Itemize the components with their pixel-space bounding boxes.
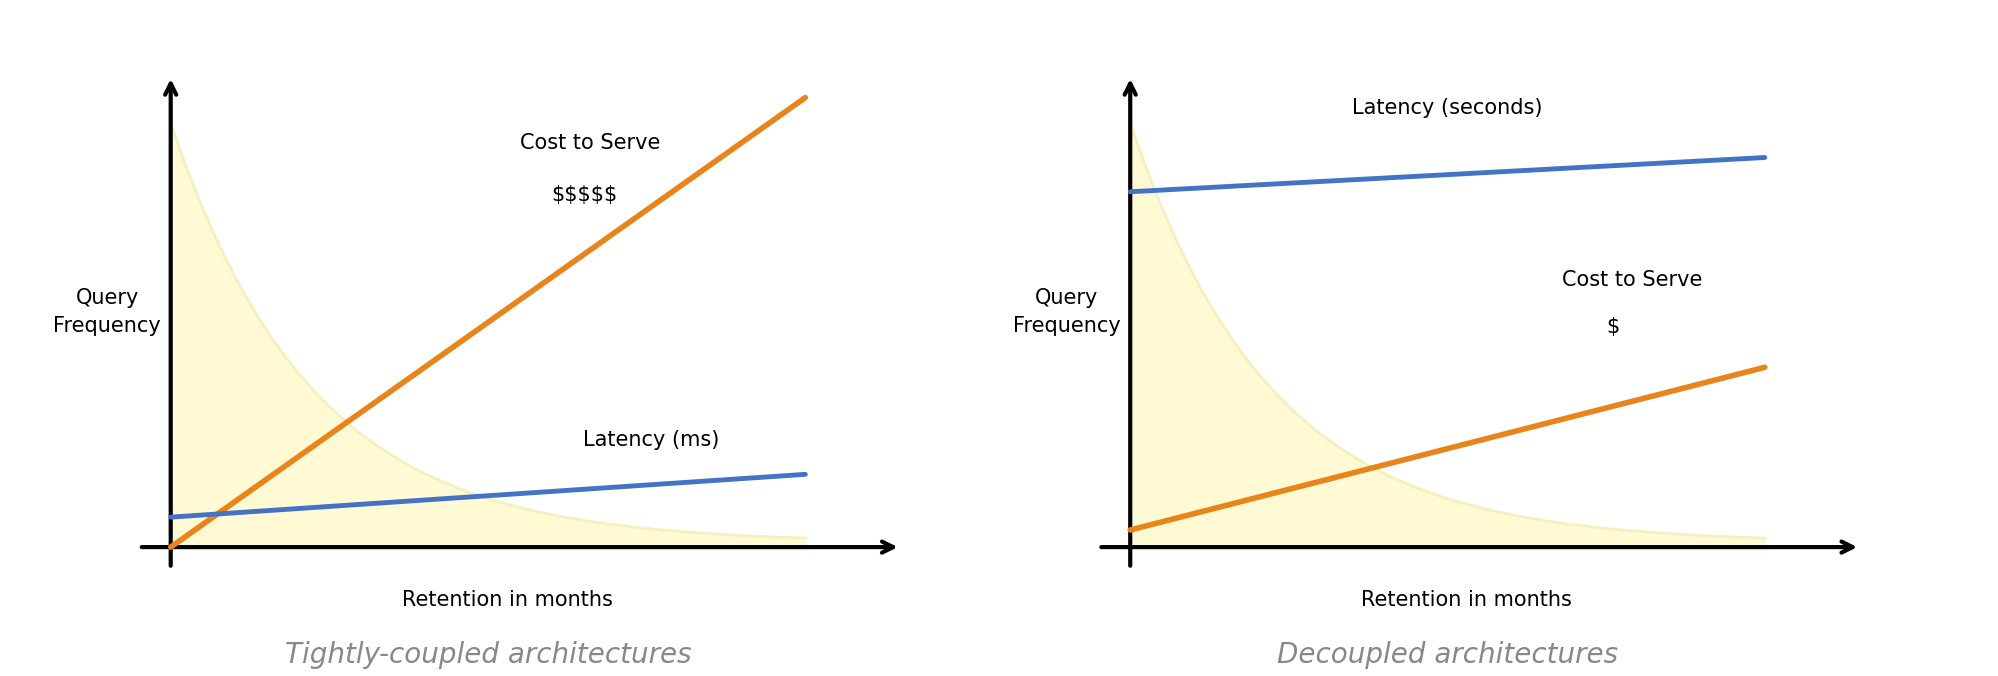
Text: Tightly-coupled architectures: Tightly-coupled architectures [284,642,691,669]
Text: Retention in months: Retention in months [1361,590,1570,610]
Text: Cost to Serve: Cost to Serve [1560,270,1700,290]
Text: Cost to Serve: Cost to Serve [519,133,659,153]
Text: Query
Frequency: Query Frequency [1013,287,1121,336]
Text: Retention in months: Retention in months [402,590,611,610]
Text: Query
Frequency: Query Frequency [54,287,162,336]
Text: $$$$$: $$$$$ [551,185,617,205]
Text: Latency (ms): Latency (ms) [583,430,719,450]
Text: $: $ [1604,317,1618,337]
Text: Decoupled architectures: Decoupled architectures [1277,642,1616,669]
Text: Latency (seconds): Latency (seconds) [1353,97,1542,118]
